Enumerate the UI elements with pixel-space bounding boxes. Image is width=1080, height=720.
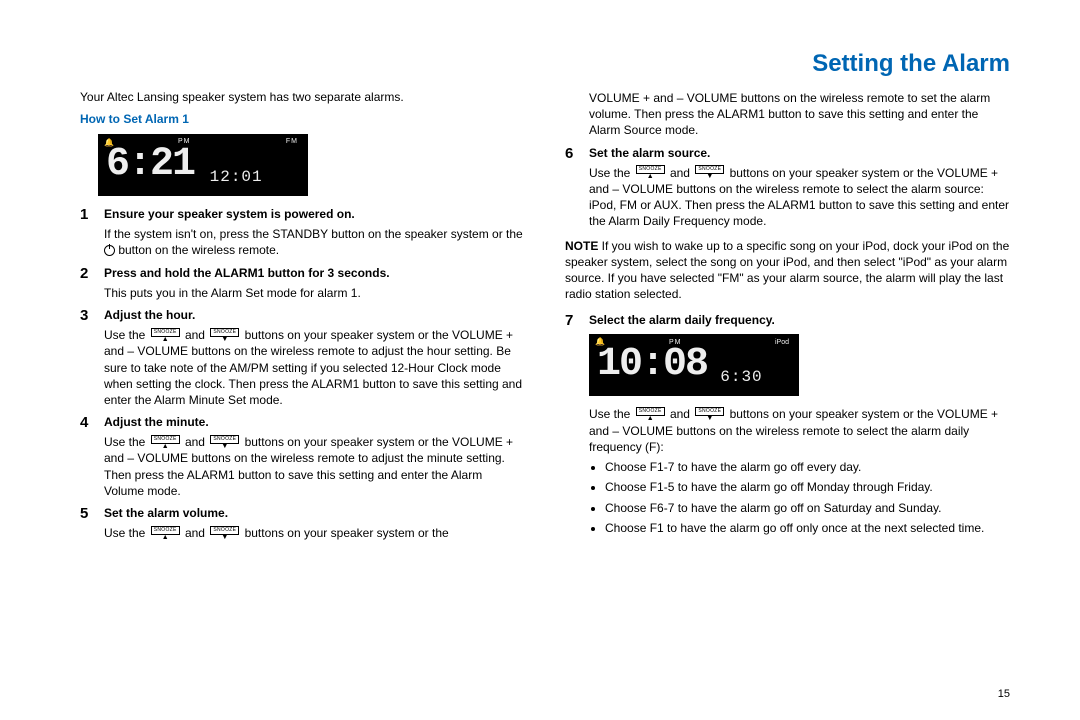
step-body: Adjust the minute. Use the SNOOZE▲ and S… [104,414,525,499]
step-text: If the system isn't on, press the STANDB… [104,227,523,241]
list-item: Choose F1 to have the alarm go off only … [605,520,1010,537]
step-title: Press and hold the ALARM1 button for 3 s… [104,265,525,281]
step-title: Adjust the minute. [104,414,525,430]
step-number: 1 [80,206,104,259]
snooze-up-icon: SNOOZE▲ [151,435,180,450]
step-body: Set the alarm source. Use the SNOOZE▲ an… [589,145,1010,230]
snooze-down-icon: SNOOZE▼ [210,526,239,541]
step-title: Set the alarm volume. [104,505,525,521]
pm-indicator: PM [669,338,682,347]
note-label: NOTE [565,239,598,253]
step-1: 1 Ensure your speaker system is powered … [80,206,525,259]
step-3: 3 Adjust the hour. Use the SNOOZE▲ and S… [80,307,525,408]
step-number [565,90,589,139]
page-content: Your Altec Lansing speaker system has tw… [0,0,1080,690]
step-text: and [182,526,209,540]
step-number: 4 [80,414,104,499]
snooze-up-icon: SNOOZE▲ [151,526,180,541]
step-body: Select the alarm daily frequency. 🔔 PM i… [589,312,1010,540]
list-item: Choose F1-5 to have the alarm go off Mon… [605,479,1010,496]
step-body: Ensure your speaker system is powered on… [104,206,525,259]
snooze-down-icon: SNOOZE▼ [210,435,239,450]
step-text: and [182,328,209,342]
step-7: 7 Select the alarm daily frequency. 🔔 PM… [565,312,1010,540]
frequency-bullet-list: Choose F1-7 to have the alarm go off eve… [589,459,1010,538]
step-title: Set the alarm source. [589,145,1010,161]
step-title: Ensure your speaker system is powered on… [104,206,525,222]
step-text: and [182,435,209,449]
power-icon [104,245,115,256]
display-small-time: 12:01 [210,162,263,192]
snooze-down-icon: SNOOZE▼ [210,328,239,343]
step-text: VOLUME + and – VOLUME buttons on the wir… [589,91,990,137]
step-number: 2 [80,265,104,301]
note-text: NOTE If you wish to wake up to a specifi… [565,238,1010,303]
step-4: 4 Adjust the minute. Use the SNOOZE▲ and… [80,414,525,499]
step-body: Press and hold the ALARM1 button for 3 s… [104,265,525,301]
snooze-up-icon: SNOOZE▲ [636,407,665,422]
step-body: Adjust the hour. Use the SNOOZE▲ and SNO… [104,307,525,408]
note-body: If you wish to wake up to a specific son… [565,239,1009,302]
list-item: Choose F6-7 to have the alarm go off on … [605,500,1010,517]
snooze-down-icon: SNOOZE▼ [695,165,724,180]
list-item: Choose F1-7 to have the alarm go off eve… [605,459,1010,476]
alarm-bell-icon: 🔔 [104,138,114,148]
step-title: Adjust the hour. [104,307,525,323]
fm-indicator: FM [286,138,298,145]
step-5: 5 Set the alarm volume. Use the SNOOZE▲ … [80,505,525,541]
step-text: Use the [104,328,149,342]
step-body: Set the alarm volume. Use the SNOOZE▲ an… [104,505,525,541]
subheading: How to Set Alarm 1 [80,112,525,126]
display-big-time: 6:21 [106,138,194,192]
step-text: buttons on your speaker system or the [241,526,448,540]
step-2: 2 Press and hold the ALARM1 button for 3… [80,265,525,301]
step-number: 5 [80,505,104,541]
step-5-continued: VOLUME + and – VOLUME buttons on the wir… [565,90,1010,139]
step-text: button on the wireless remote. [115,243,279,257]
pm-indicator: PM [178,138,191,145]
clock-display-1: 🔔 PM FM 6:21 12:01 [98,134,308,196]
step-text: and [667,407,694,421]
step-number: 6 [565,145,589,230]
step-text: Use the [589,166,634,180]
snooze-up-icon: SNOOZE▲ [151,328,180,343]
step-body: VOLUME + and – VOLUME buttons on the wir… [589,90,1010,139]
step-text: Use the [104,435,149,449]
step-text: and [667,166,694,180]
step-number: 7 [565,312,589,540]
step-text: Use the [589,407,634,421]
alarm-bell-icon: 🔔 [595,338,605,349]
step-6: 6 Set the alarm source. Use the SNOOZE▲ … [565,145,1010,230]
ipod-indicator: iPod [775,338,789,347]
clock-display-2: 🔔 PM iPod 10:08 6:30 [589,334,799,396]
page-number: 15 [998,688,1010,700]
snooze-down-icon: SNOOZE▼ [695,407,724,422]
display-small-time: 6:30 [720,362,762,392]
step-text: Use the [104,526,149,540]
intro-text: Your Altec Lansing speaker system has tw… [80,90,525,104]
snooze-up-icon: SNOOZE▲ [636,165,665,180]
step-text: This puts you in the Alarm Set mode for … [104,286,361,300]
step-title: Select the alarm daily frequency. [589,312,1010,328]
display-big-time: 10:08 [597,338,707,392]
step-number: 3 [80,307,104,408]
